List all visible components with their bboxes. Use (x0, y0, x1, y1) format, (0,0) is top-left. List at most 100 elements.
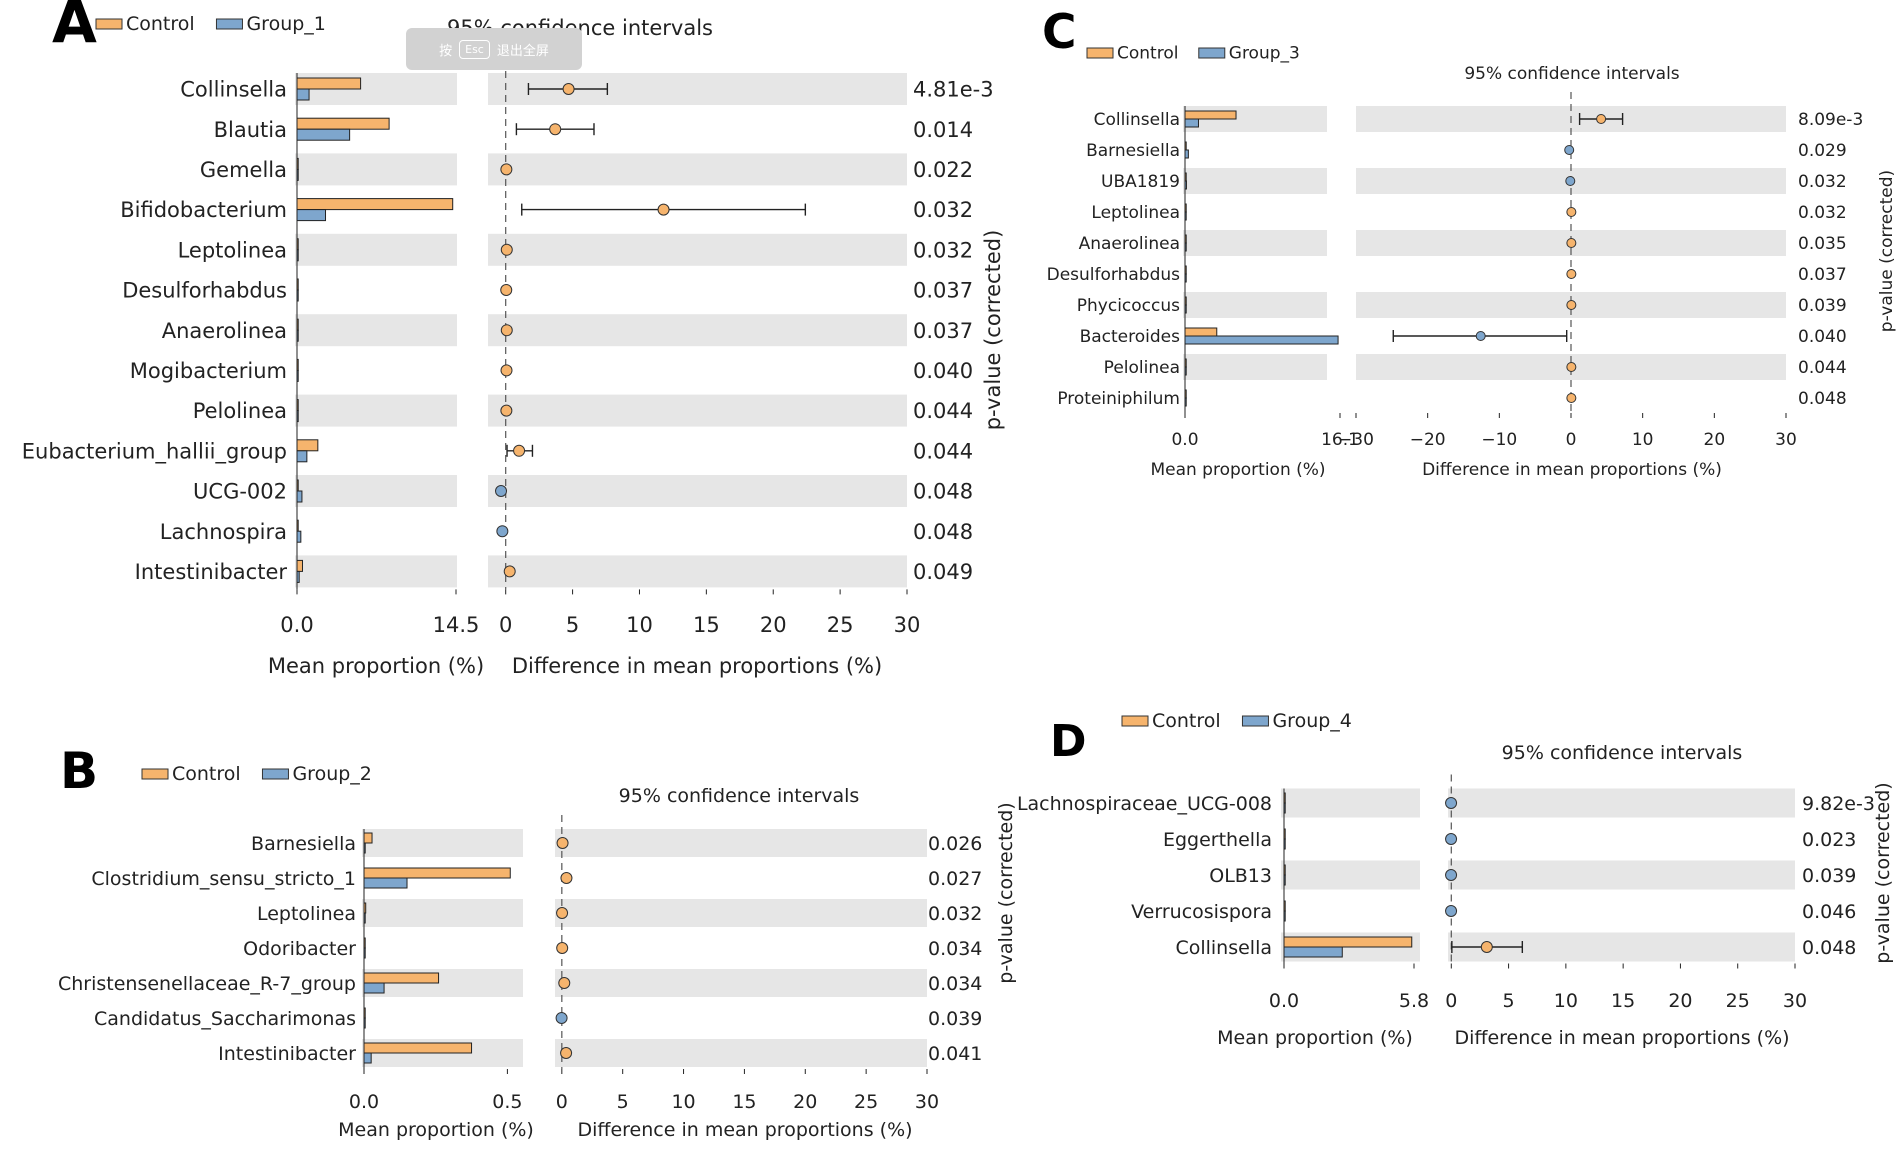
row-band-diff (1448, 788, 1795, 818)
row-label: Christensenellaceae_R-7_group (58, 973, 356, 995)
row-label: Desulforhabdus (1047, 265, 1181, 285)
row-band-diff (1448, 860, 1795, 890)
diff-tick-label: 20 (760, 613, 787, 637)
diff-tick-label: −20 (1410, 430, 1446, 450)
diff-tick-label: 10 (626, 613, 653, 637)
panel-b: B Control Group_2 95% confidence intervals p… (58, 742, 1017, 1141)
panel-letter: D (1050, 716, 1087, 767)
panel-a: A Control Group_1 95% confidence intervalsp… (22, 0, 1005, 678)
bar-group (296, 168, 299, 181)
legend-swatch-control (1121, 715, 1149, 727)
bar-control (296, 278, 299, 291)
diff-point (1566, 269, 1577, 279)
row-label: Bacteroides (1080, 327, 1181, 347)
bar-group (1283, 910, 1286, 922)
diff-point (549, 123, 562, 136)
p-value: 0.037 (913, 319, 973, 343)
diff-point (1596, 114, 1607, 124)
diff-tick-label: 0 (1445, 990, 1457, 1012)
legend-label-group: Group_2 (292, 763, 371, 785)
p-value: 0.049 (913, 560, 973, 584)
bar-control (1283, 792, 1286, 804)
bar-control (296, 358, 299, 371)
bar-group (296, 128, 351, 141)
bar-group (296, 570, 300, 583)
row-band-mean (1183, 168, 1327, 194)
panel-c: C Control Group_3 95% confidence intervals p… (1042, 5, 1897, 480)
bar-group (296, 369, 299, 382)
mean-axis-title: Mean proportion (%) (268, 654, 484, 678)
diff-point (1445, 797, 1458, 809)
diff-tick-label: 25 (854, 1091, 878, 1113)
bar-control (296, 519, 299, 532)
row-label: Candidatus_Saccharimonas (94, 1008, 356, 1030)
diff-point (556, 837, 569, 849)
diff-tick-label: 10 (1554, 990, 1578, 1012)
p-value: 0.041 (928, 1043, 982, 1065)
row-label: Eubacterium_hallii_group (22, 439, 287, 464)
bar-group (1184, 273, 1187, 283)
diff-point (513, 444, 526, 457)
bar-group (363, 982, 385, 994)
row-band-diff (488, 233, 907, 266)
p-value: 0.032 (913, 238, 973, 262)
row-label: Proteiniphilum (1057, 389, 1180, 409)
bar-group (363, 947, 366, 959)
mean-tick-label: 0.0 (349, 1091, 379, 1113)
bar-control (1283, 900, 1286, 912)
mean-tick-label: 14.5 (433, 613, 480, 637)
diff-tick-label: 25 (1726, 990, 1750, 1012)
diff-point (1445, 869, 1458, 881)
diff-tick-label: 5 (617, 1091, 629, 1113)
bar-control (1184, 296, 1187, 306)
bar-group (363, 1017, 366, 1029)
ci-title: 95% confidence intervals (1502, 742, 1743, 764)
bar-group (296, 249, 299, 262)
diff-tick-label: 30 (1775, 430, 1797, 450)
bar-control (296, 157, 299, 170)
bar-control (1184, 327, 1218, 337)
diff-tick-label: 25 (827, 613, 854, 637)
diff-point (1566, 362, 1577, 372)
diff-point (562, 83, 575, 95)
diff-axis-title: Difference in mean proportions (%) (512, 654, 882, 678)
row-band-mean (1183, 292, 1327, 318)
legend-label-control: Control (172, 763, 241, 785)
row-label: Collinsella (180, 78, 287, 102)
bar-group (296, 209, 327, 222)
p-value: 0.037 (913, 279, 973, 303)
bar-control (1184, 234, 1187, 244)
diff-tick-label: 5 (566, 613, 579, 637)
diff-point (1566, 207, 1577, 217)
row-band-diff (488, 314, 907, 347)
p-value: 0.034 (928, 973, 982, 995)
row-band-mean (295, 153, 457, 186)
p-value: 0.034 (928, 938, 982, 960)
row-label: UCG-002 (193, 480, 287, 504)
bar-control (296, 399, 299, 412)
bar-group (1184, 149, 1189, 159)
diff-point (1480, 941, 1493, 953)
p-value-axis-label: p-value (corrected) (1872, 782, 1894, 963)
row-band-mean (362, 899, 523, 927)
bar-control (296, 117, 390, 130)
row-label: Intestinibacter (218, 1043, 356, 1065)
p-value: 0.032 (1798, 203, 1847, 223)
legend-swatch-control (95, 18, 123, 30)
diff-point (555, 1012, 568, 1024)
p-value: 0.029 (1798, 141, 1847, 161)
diff-point (500, 284, 513, 296)
bar-control (296, 318, 299, 331)
p-value-axis-label: p-value (corrected) (1877, 170, 1897, 332)
p-value: 0.039 (1798, 296, 1847, 316)
exit-fullscreen-tip[interactable]: 按 Esc 退出全屏 (406, 28, 582, 70)
bar-control (363, 1042, 473, 1054)
bar-control (363, 867, 511, 879)
p-value: 0.026 (928, 833, 982, 855)
bar-group (296, 289, 299, 302)
bar-control (1184, 203, 1187, 213)
bar-control (296, 439, 319, 452)
bar-group (1184, 242, 1187, 252)
diff-tick-label: 0 (1566, 430, 1577, 450)
diff-point (1566, 300, 1577, 310)
